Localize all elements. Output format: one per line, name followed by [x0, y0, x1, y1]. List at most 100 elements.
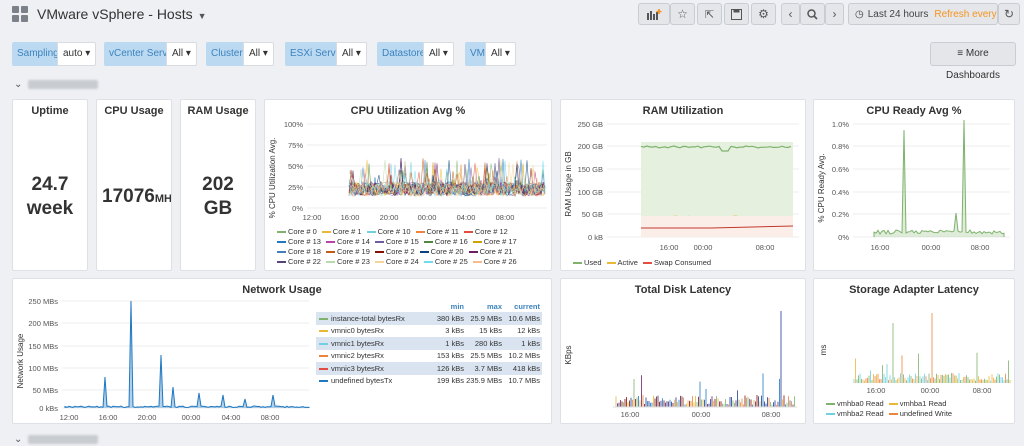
svg-text:08:00: 08:00 [971, 243, 990, 252]
panel-title: RAM Utilization [642, 105, 724, 117]
legend-table-row[interactable]: instance-total bytesRx 380 kBs 25.9 MBs 10.… [316, 312, 542, 325]
chart-legend: Core # 0 Core # 1 Core # 10 Core # 11 Core #… [277, 227, 547, 267]
network-series [64, 300, 310, 409]
ram-usage-value: 202 [202, 174, 234, 195]
legend-item[interactable]: Core # 11 [415, 227, 459, 237]
time-picker[interactable]: ◷ Last 24 hours Refresh every 5m [848, 3, 1013, 25]
legend-item[interactable]: Core # 24 [374, 257, 419, 267]
ram-utilization-chart: RAM Usage in GB 250 GB 200 GB 150 GB 100… [564, 120, 799, 252]
chevron-left-icon: ‹ [788, 7, 793, 21]
column-min[interactable]: min [450, 301, 464, 311]
legend-swatch [277, 261, 286, 264]
chevron-down-icon: ▼ [197, 11, 207, 21]
legend-item[interactable]: Core # 22 [277, 257, 321, 267]
legend-item[interactable]: Core # 10 [366, 227, 411, 237]
variable-select-cluster[interactable]: All ▾ [243, 42, 274, 66]
column-current[interactable]: current [514, 301, 540, 311]
svg-text:0%: 0% [838, 233, 849, 242]
legend-table-row[interactable]: vmnic3 bytesRx 126 kBs 3.7 MBs 418 kBs [316, 362, 542, 375]
row-header-host-2[interactable]: ⌄ [14, 434, 99, 445]
y-axis-label: % CPU Utilization Avg. [268, 138, 277, 219]
legend-item[interactable]: Core # 0 [277, 227, 317, 237]
time-forward-button[interactable]: › [825, 3, 844, 25]
svg-text:08:00: 08:00 [496, 213, 515, 222]
legend-item[interactable]: vmhba0 Read [826, 399, 884, 409]
variable-select-sampling[interactable]: auto ▾ [57, 42, 97, 66]
zoom-out-button[interactable] [800, 3, 825, 25]
svg-text:75%: 75% [288, 141, 303, 150]
legend-item[interactable]: Used [573, 258, 602, 268]
time-back-button[interactable]: ‹ [781, 3, 800, 25]
legend-item[interactable]: Core # 20 [419, 247, 464, 257]
svg-text:04:00: 04:00 [222, 413, 241, 422]
star-button[interactable]: ☆ [670, 3, 695, 25]
svg-text:0 kB: 0 kB [588, 233, 603, 242]
legend-swatch [468, 251, 478, 254]
storage-latency-chart: ms 16:00 00:00 08:00 [819, 313, 1011, 395]
variable-select-esxi[interactable]: All ▾ [336, 42, 367, 66]
legend-item[interactable]: Core # 16 [423, 237, 468, 247]
clock-icon: ◷ [855, 8, 864, 20]
cpu-usage-panel: CPU Usage 17076MH [96, 99, 172, 271]
legend-item[interactable]: Core # 2 [374, 247, 415, 257]
legend-item[interactable]: Core # 13 [277, 237, 321, 247]
cpu-usage-value: 17076MH [102, 186, 172, 207]
variable-select-vcenter[interactable]: All ▾ [166, 42, 197, 66]
legend-swatch [277, 241, 286, 244]
svg-text:250 MBs: 250 MBs [28, 297, 58, 306]
legend-item[interactable]: Core # 18 [277, 247, 321, 257]
legend-item[interactable]: Core # 12 [463, 227, 508, 237]
legend-item[interactable]: Core # 19 [325, 247, 370, 257]
legend-item[interactable]: Core # 14 [325, 237, 370, 247]
svg-text:08:00: 08:00 [973, 386, 992, 395]
legend-table-row[interactable]: vmnic1 bytesRx 1 kBs 280 kBs 1 kBs [316, 337, 542, 350]
legend-item[interactable]: Swap Consumed [642, 258, 711, 268]
legend-item[interactable]: Core # 21 [468, 247, 513, 257]
refresh-button[interactable]: ↻ [998, 3, 1020, 25]
chart-legend: vmhba0 Read vmhba1 Read vmhba2 Read undefin… [826, 399, 1014, 419]
cpu-series-line [348, 168, 546, 197]
svg-text:08:00: 08:00 [762, 410, 781, 419]
dashboard-grid-icon [12, 6, 28, 22]
legend-swatch [277, 251, 286, 254]
legend-swatch [472, 241, 482, 244]
row-header-host-1[interactable]: ⌄ [14, 79, 99, 90]
legend-item[interactable]: Core # 26 [472, 257, 517, 267]
svg-text:04:00: 04:00 [457, 213, 476, 222]
more-dashboards-button[interactable]: ≡ More Dashboards [930, 42, 1016, 81]
legend-table-row[interactable]: undefined bytesTx 199 kBs 235.9 MBs 10.7 MB… [316, 375, 542, 388]
storage-adapter-latency-panel: Storage Adapter Latency ms 16:00 00:00 0… [813, 278, 1015, 424]
add-panel-button[interactable] [638, 3, 670, 25]
dashboard-title[interactable]: VMware vSphere - Hosts ▼ [37, 6, 207, 22]
legend-table-row[interactable]: vmnic2 bytesRx 153 kBs 25.5 MBs 10.2 MBs [316, 350, 542, 363]
legend-item[interactable]: Core # 23 [325, 257, 370, 267]
legend-item[interactable]: Core # 25 [423, 257, 468, 267]
legend-swatch [321, 231, 331, 234]
svg-text:12:00: 12:00 [303, 213, 322, 222]
settings-button[interactable]: ⚙ [751, 3, 776, 25]
svg-text:100 GB: 100 GB [578, 188, 603, 197]
top-navbar: VMware vSphere - Hosts ▼ ☆ ⇱ ⚙ ‹ › ◷ Last… [0, 0, 1024, 30]
svg-text:0%: 0% [292, 204, 303, 213]
legend-item[interactable]: Active [606, 258, 638, 268]
save-button[interactable] [724, 3, 749, 25]
svg-text:00:00: 00:00 [922, 243, 941, 252]
svg-text:00:00: 00:00 [182, 413, 201, 422]
share-button[interactable]: ⇱ [697, 3, 722, 25]
legend-item[interactable]: vmhba2 Read [826, 409, 884, 419]
variable-select-vm[interactable]: All ▾ [485, 42, 516, 66]
legend-swatch [325, 241, 335, 244]
legend-table-row[interactable]: vmnic0 bytesRx 3 kBs 15 kBs 12 kBs [316, 325, 542, 338]
svg-text:25%: 25% [288, 183, 303, 192]
column-max[interactable]: max [486, 301, 502, 311]
refresh-interval-label: Refresh every 5m [934, 8, 1014, 20]
legend-item[interactable]: Core # 1 [321, 227, 362, 237]
svg-text:100%: 100% [284, 120, 304, 129]
legend-item[interactable]: Core # 15 [374, 237, 419, 247]
variable-select-datastore[interactable]: All ▾ [423, 42, 454, 66]
legend-item[interactable]: undefined Write [888, 409, 952, 419]
legend-item[interactable]: vmhba1 Read [888, 399, 946, 409]
legend-item[interactable]: Core # 17 [472, 237, 517, 247]
legend-swatch [606, 262, 616, 265]
legend-swatch [325, 261, 335, 264]
